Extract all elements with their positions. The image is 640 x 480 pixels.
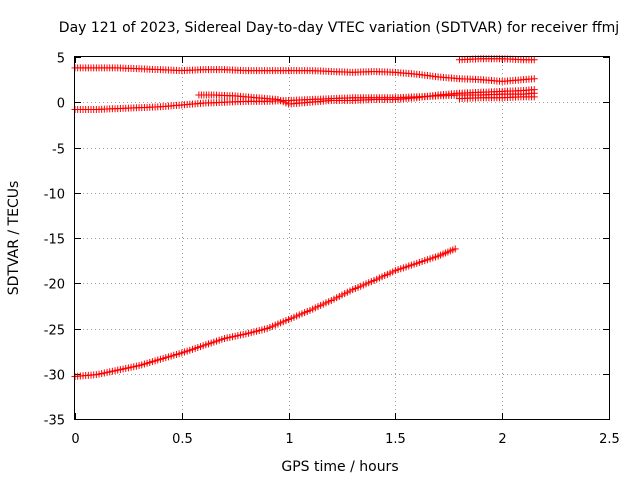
y-tick-label: 0 (57, 97, 65, 112)
data-point (530, 93, 538, 101)
y-tick-label: -10 (44, 188, 65, 203)
data-marks (71, 55, 538, 380)
series-track-descending (71, 245, 459, 380)
y-tick-label: -25 (44, 324, 65, 339)
y-tick-label: 5 (57, 52, 65, 67)
series-track-upper-4 (71, 64, 538, 85)
grid-lines (75, 57, 609, 419)
data-point (530, 86, 538, 94)
y-tick-label: -5 (52, 143, 65, 158)
x-tick-label: 2 (498, 432, 506, 447)
series-track-near-zero-c (455, 93, 538, 103)
y-tick-label: -30 (44, 369, 65, 384)
data-point (530, 56, 538, 64)
x-tick-label: 2.5 (599, 432, 620, 447)
chart-title: Day 121 of 2023, Sidereal Day-to-day VTE… (59, 20, 619, 36)
y-axis-tick-labels: -35 -30 -25 -20 -15 -10 -5 0 5 (44, 52, 65, 429)
plot-frame (74, 56, 610, 420)
x-tick-label: 0 (71, 432, 79, 447)
series-track-top-5 (455, 55, 538, 64)
y-tick-label: -35 (44, 414, 65, 429)
x-axis-tick-labels: 0 0.5 1 1.5 2 2.5 (71, 432, 619, 447)
x-axis-label: GPS time / hours (281, 459, 398, 475)
y-tick-label: -20 (44, 278, 65, 293)
series-track-near-zero-b (195, 86, 538, 108)
data-point (451, 245, 459, 253)
x-tick-label: 1.5 (385, 432, 406, 447)
y-axis-label: SDTVAR / TECUs (6, 181, 22, 296)
data-point (530, 75, 538, 83)
x-tick-label: 0.5 (172, 432, 193, 447)
y-tick-label: -15 (44, 233, 65, 248)
x-tick-label: 1 (285, 432, 293, 447)
